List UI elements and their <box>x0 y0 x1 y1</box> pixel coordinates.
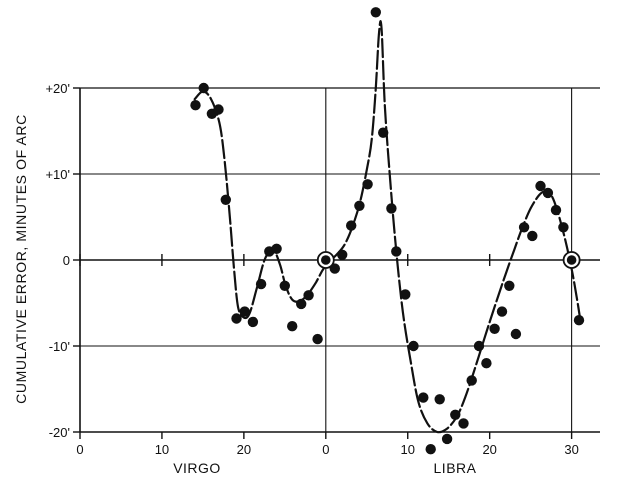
data-point <box>378 127 389 138</box>
y-axis-title: CUMULATIVE ERROR, MINUTES OF ARC <box>13 114 29 404</box>
data-point <box>362 179 373 190</box>
data-point <box>354 200 365 211</box>
data-point <box>400 289 411 300</box>
grid-lines <box>80 87 600 433</box>
data-point <box>346 220 357 231</box>
data-point <box>386 203 397 214</box>
data-point <box>496 306 508 317</box>
data-point <box>287 321 298 332</box>
x-tick-label: 0 <box>322 442 329 457</box>
data-point <box>473 340 485 352</box>
y-tick-label: 0 <box>63 253 70 268</box>
data-point <box>535 180 546 192</box>
axis-labels-layer: +20' +10' 0 -10' -20' 0 10 20 0 10 20 30 VIRGO LIBRA <box>45 81 578 476</box>
data-point <box>518 222 530 233</box>
data-point <box>441 433 453 445</box>
data-point <box>213 104 224 115</box>
data-point <box>255 278 267 290</box>
data-point <box>573 315 585 326</box>
data-point <box>489 323 500 334</box>
y-tick-label: -20' <box>49 425 70 440</box>
reference-point <box>321 255 331 265</box>
data-point <box>312 333 323 345</box>
x-tick-label: 30 <box>564 442 578 457</box>
data-point <box>239 306 250 317</box>
y-tick-label: +20' <box>45 81 70 96</box>
data-point <box>391 246 402 257</box>
data-point <box>425 444 436 455</box>
x-tick-label: 0 <box>76 442 83 457</box>
data-point <box>504 280 515 291</box>
y-tick-label: +10' <box>45 167 70 182</box>
y-tick-label: -10' <box>49 339 70 354</box>
x-region-label: VIRGO <box>173 460 221 476</box>
data-point <box>481 358 492 369</box>
x-tick-label: 20 <box>482 442 496 457</box>
x-tick-label: 10 <box>155 442 169 457</box>
fitted-curve <box>193 20 581 434</box>
data-point <box>542 187 554 199</box>
data-point <box>458 418 469 429</box>
data-point <box>450 409 461 420</box>
x-tick-label: 10 <box>401 442 415 457</box>
data-point <box>550 204 562 216</box>
x-region-label: LIBRA <box>434 460 477 476</box>
data-point <box>434 394 445 405</box>
data-points-layer <box>190 7 585 455</box>
data-point <box>337 249 348 260</box>
data-point <box>303 290 314 301</box>
data-point <box>558 222 569 233</box>
data-point <box>198 82 209 94</box>
data-point <box>296 298 307 310</box>
data-point <box>279 280 290 291</box>
fitted-curve-layer <box>193 20 581 434</box>
data-point <box>220 194 231 205</box>
data-point <box>190 100 201 111</box>
x-tick-label: 20 <box>237 442 251 457</box>
data-point <box>418 392 429 403</box>
data-point <box>231 313 242 324</box>
data-point <box>271 243 282 254</box>
data-point <box>370 7 381 18</box>
data-point <box>510 328 522 340</box>
reference-point <box>566 255 577 265</box>
data-point <box>527 230 538 242</box>
data-point <box>466 375 477 386</box>
data-point <box>247 316 259 328</box>
data-point <box>408 340 419 352</box>
